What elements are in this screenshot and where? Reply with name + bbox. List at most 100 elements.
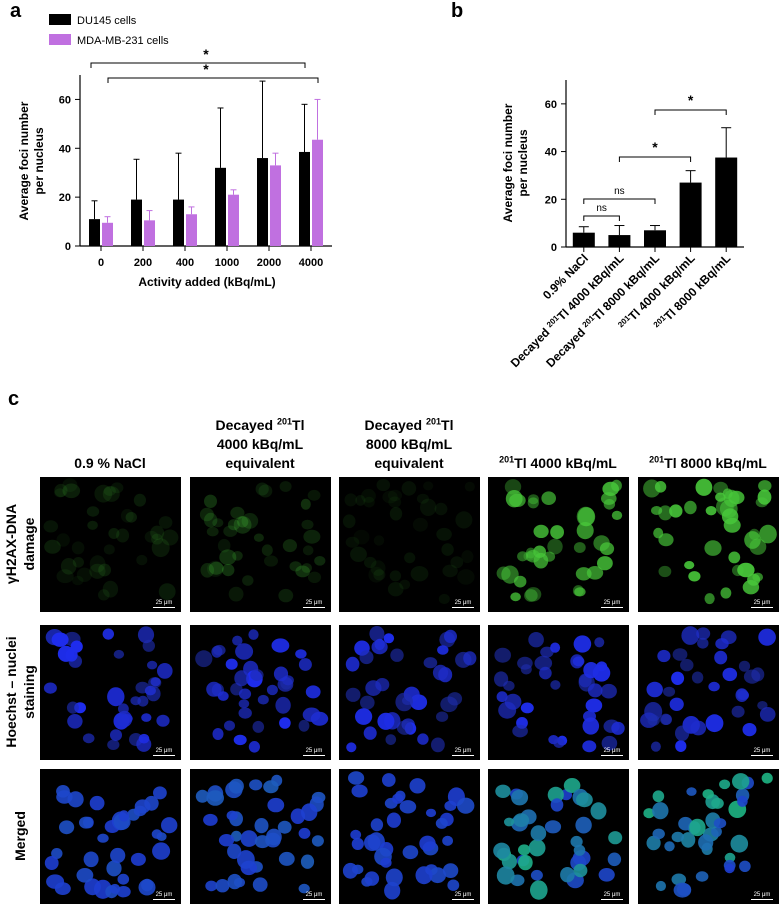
cell-nucleus: [501, 565, 519, 584]
cell-nucleus: [76, 868, 94, 883]
micrograph: 25 μm: [488, 625, 629, 760]
cell-nucleus: [680, 658, 694, 672]
cell-nucleus: [148, 677, 162, 689]
cell-nucleus: [301, 519, 314, 530]
cell-nucleus: [684, 561, 695, 570]
cell-nucleus: [525, 587, 542, 602]
cell-nucleus: [550, 798, 564, 812]
cell-nucleus: [737, 562, 755, 578]
bar: [299, 151, 310, 246]
cell-nucleus: [715, 492, 726, 502]
y-tick-label: 60: [59, 94, 71, 106]
cell-nucleus: [550, 680, 561, 690]
scale-bar: 25 μm: [751, 600, 773, 608]
cell-nucleus: [738, 660, 751, 672]
cell-nucleus: [436, 711, 449, 722]
cell-nucleus: [541, 491, 556, 505]
cell-nucleus: [363, 496, 375, 508]
cell-nucleus: [504, 693, 522, 710]
cell-nucleus: [438, 593, 450, 605]
cell-nucleus: [282, 539, 297, 553]
cell-nucleus: [735, 688, 749, 702]
scale-bar: 25 μm: [601, 600, 623, 608]
cell-nucleus: [67, 791, 84, 808]
cell-nucleus: [227, 873, 242, 890]
cell-nucleus: [575, 816, 592, 834]
scale-bar-label: 25 μm: [305, 600, 323, 606]
cell-nucleus: [271, 638, 290, 653]
cell-nucleus: [575, 567, 592, 581]
legend-label: DU145 cells: [77, 15, 137, 27]
cell-nucleus: [523, 551, 535, 561]
cell-nucleus: [54, 882, 71, 895]
cell-nucleus: [654, 481, 667, 493]
cell-nucleus: [720, 587, 732, 599]
cell-nucleus: [658, 505, 673, 521]
cell-nucleus: [509, 493, 526, 507]
cell-nucleus: [65, 648, 78, 662]
cell-nucleus: [708, 681, 720, 692]
scale-bar-label: 25 μm: [753, 892, 771, 898]
cell-nucleus: [118, 703, 129, 715]
cell-nucleus: [597, 556, 613, 571]
cell-nucleus: [204, 512, 218, 528]
y-tick-label: 20: [59, 192, 71, 204]
micrograph: 25 μm: [339, 769, 480, 904]
cell-nucleus: [435, 817, 448, 829]
cell-nucleus: [252, 877, 268, 892]
scale-bar: 25 μm: [751, 748, 773, 756]
cell-nucleus: [295, 649, 307, 659]
cell-nucleus: [141, 713, 152, 722]
cell-nucleus: [311, 835, 324, 847]
cell-nucleus: [721, 508, 739, 525]
x-tick-label: 0.9% NaCl: [540, 251, 591, 302]
cell-nucleus: [676, 883, 692, 896]
cell-nucleus: [464, 481, 475, 492]
cell-nucleus: [587, 683, 603, 698]
cell-nucleus: [161, 817, 178, 834]
significance-label: *: [203, 46, 209, 62]
cell-nucleus: [513, 813, 530, 827]
cell-nucleus: [688, 571, 701, 582]
cell-nucleus: [715, 638, 729, 650]
cell-nucleus: [731, 705, 745, 718]
cell-nucleus: [758, 628, 776, 646]
x-tick-label: 0: [98, 257, 104, 269]
cell-nucleus: [724, 863, 735, 874]
cell-nucleus: [544, 820, 562, 834]
cell-nucleus: [527, 497, 539, 509]
cell-nucleus: [110, 847, 126, 864]
cell-nucleus: [351, 784, 368, 798]
micrograph-image: [342, 771, 475, 900]
cell-nucleus: [594, 637, 605, 648]
cell-nucleus: [44, 539, 61, 554]
cell-nucleus: [213, 644, 226, 656]
cell-nucleus: [235, 643, 254, 660]
cell-nucleus: [583, 662, 599, 679]
cell-nucleus: [572, 656, 585, 667]
cell-nucleus: [728, 490, 745, 505]
cell-nucleus: [696, 627, 711, 640]
cell-nucleus: [511, 789, 529, 806]
cell-nucleus: [382, 490, 398, 504]
cell-nucleus: [212, 518, 224, 528]
cell-nucleus: [647, 714, 660, 726]
cell-nucleus: [215, 879, 230, 893]
cell-nucleus: [137, 626, 155, 644]
bar: [131, 199, 142, 246]
cell-nucleus: [658, 565, 672, 578]
cell-nucleus: [504, 479, 522, 495]
cell-nucleus: [547, 786, 564, 803]
cell-nucleus: [138, 733, 150, 744]
cell-nucleus: [227, 519, 240, 531]
x-tick-label: 1000: [215, 257, 239, 269]
cell-nucleus: [44, 856, 59, 870]
cell-nucleus: [56, 569, 74, 584]
cell-nucleus: [496, 566, 511, 580]
x-tick-label: 201Tl 8000 kBq/mL: [651, 251, 733, 333]
micrograph: 25 μm: [488, 477, 629, 612]
cell-nucleus: [690, 720, 707, 736]
cell-nucleus: [348, 771, 365, 785]
cell-nucleus: [646, 835, 661, 851]
cell-nucleus: [206, 681, 222, 697]
